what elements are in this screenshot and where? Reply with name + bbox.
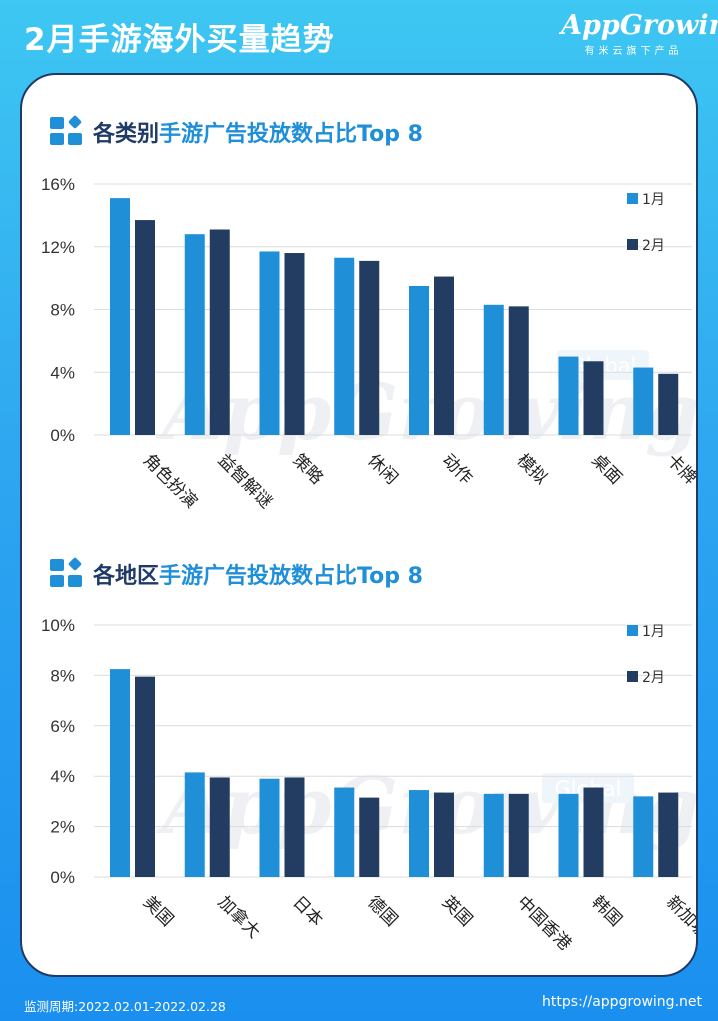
bar-feb: [583, 787, 604, 877]
legend-swatch: [627, 193, 638, 204]
region-bar-chart: AppGrowingGlobal0%2%4%6%8%10%美国加拿大日本德国英国…: [41, 616, 696, 955]
y-tick-label: 12%: [41, 238, 75, 257]
bar-jan: [483, 304, 504, 435]
brand-logo: AppGrowing 有米云旗下产品: [561, 10, 718, 57]
bar-jan: [259, 251, 280, 435]
y-tick-label: 6%: [50, 717, 75, 736]
bar-feb: [359, 797, 380, 877]
bar-jan: [259, 778, 280, 877]
bar-jan: [558, 356, 579, 435]
y-tick-label: 2%: [50, 818, 75, 837]
legend-label: 2月: [642, 238, 665, 254]
bar-feb: [135, 220, 155, 435]
bar-feb: [359, 260, 380, 435]
legend-label: 1月: [642, 624, 665, 640]
x-category-label: 角色扮演: [139, 450, 201, 512]
x-category-label: 中国香港: [513, 892, 575, 954]
bar-jan: [184, 772, 205, 877]
content-card: 各类别 手游广告投放数占比Top 8 AppGrowingGlobal0%4%8…: [20, 73, 698, 977]
bar-feb: [209, 777, 230, 877]
legend-swatch: [627, 671, 638, 682]
x-category-label: 加拿大: [214, 892, 265, 943]
bar-jan: [110, 198, 130, 435]
x-category-label: 益智解谜: [214, 450, 276, 512]
y-tick-label: 10%: [41, 616, 75, 635]
bar-feb: [284, 253, 305, 435]
site-url[interactable]: https://appgrowing.net: [542, 994, 702, 1010]
section-title-accent: 各地区: [93, 564, 160, 589]
x-category-label: 英国: [438, 892, 476, 930]
y-tick-label: 4%: [50, 363, 75, 382]
bar-feb: [658, 373, 679, 435]
bar-jan: [110, 669, 130, 877]
section-title-rest: 手游广告投放数占比Top 8: [159, 564, 423, 589]
legend-swatch: [627, 625, 638, 636]
x-category-label: 韩国: [587, 892, 625, 930]
legend-label: 1月: [642, 192, 665, 208]
bar-jan: [409, 790, 429, 877]
bar-jan: [184, 234, 205, 435]
y-tick-label: 8%: [50, 301, 75, 320]
bar-feb: [508, 793, 529, 877]
bar-feb: [284, 777, 305, 877]
y-tick-label: 8%: [50, 666, 75, 685]
x-category-label: 日本: [288, 892, 326, 930]
bar-jan: [633, 796, 654, 877]
bar-feb: [434, 276, 454, 435]
y-tick-label: 4%: [50, 767, 75, 786]
bar-feb: [209, 229, 230, 435]
bar-jan: [334, 257, 355, 435]
monitoring-period: 监测周期:2022.02.01-2022.02.28: [24, 999, 226, 1014]
y-tick-label: 0%: [50, 868, 75, 887]
x-category-label: 美国: [139, 892, 177, 930]
y-tick-label: 16%: [41, 175, 75, 194]
bar-feb: [135, 676, 155, 877]
brand-name: AppGrowing: [561, 10, 718, 41]
legend-swatch: [627, 239, 638, 250]
y-tick-label: 0%: [50, 426, 75, 445]
brand-tagline: 有米云旗下产品: [584, 46, 683, 57]
bar-jan: [483, 793, 504, 877]
bar-feb: [508, 306, 529, 435]
section-title-rest: 手游广告投放数占比Top 8: [159, 122, 423, 147]
section-header-category: 各类别 手游广告投放数占比Top 8: [50, 114, 423, 147]
bar-feb: [658, 792, 679, 877]
x-category-label: 新加坡: [662, 892, 696, 942]
bar-jan: [334, 787, 355, 877]
page-title: 2月手游海外买量趋势: [24, 22, 335, 58]
bar-feb: [434, 792, 454, 877]
grid-icon: [50, 556, 85, 589]
bar-jan: [409, 285, 429, 435]
bar-jan: [558, 793, 579, 877]
legend-label: 2月: [642, 670, 665, 686]
bar-feb: [583, 361, 604, 435]
x-category-label: 德国: [363, 892, 401, 930]
section-header-region: 各地区 手游广告投放数占比Top 8: [50, 556, 423, 589]
bar-jan: [633, 367, 654, 435]
category-bar-chart: AppGrowingGlobal0%4%8%12%16%角色扮演益智解谜策略休闲…: [41, 175, 696, 513]
grid-icon: [50, 114, 85, 147]
section-title-accent: 各类别: [93, 122, 160, 147]
